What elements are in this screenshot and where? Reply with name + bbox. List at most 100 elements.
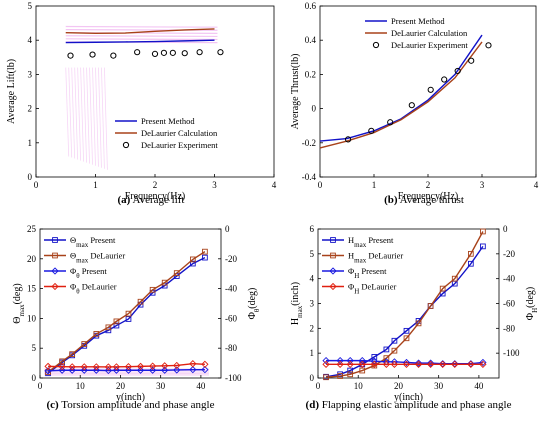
x-tick-label: 20 [116, 381, 126, 391]
data-point [125, 316, 132, 322]
data-point [148, 362, 157, 370]
y-tick-label: -0.2 [302, 138, 316, 148]
data-point [390, 360, 399, 368]
legend-label: ΦH DeLaurier [348, 282, 396, 296]
data-point [92, 366, 100, 374]
data-point [202, 254, 208, 261]
panel-caption: (d) Flapping elastic amplitude and phase… [306, 399, 512, 411]
data-point [104, 366, 113, 375]
data-point [92, 363, 100, 371]
data-point [161, 362, 169, 370]
y-right-tick-label: -40 [503, 274, 515, 284]
y-tick-label: 3 [310, 299, 315, 309]
data-point [105, 324, 112, 331]
data-point [161, 366, 169, 374]
data-point [359, 367, 366, 374]
data-point [336, 360, 344, 368]
y-tick-label: 5 [32, 343, 37, 353]
data-point [346, 356, 354, 365]
y-tick-label: 3 [28, 69, 33, 79]
data-point [69, 351, 76, 358]
band-streak [80, 67, 84, 162]
band-streak [83, 67, 87, 163]
series-line-0 [319, 34, 483, 142]
data-point [104, 363, 113, 371]
y-right-tick-label: -20 [503, 249, 515, 259]
data-point [467, 260, 474, 267]
data-point [68, 363, 76, 371]
x-tick-label: 40 [474, 381, 484, 391]
legend-marker [372, 41, 380, 49]
band-streak [86, 67, 90, 164]
y-tick-label: 2 [28, 104, 33, 114]
data-point [387, 119, 394, 126]
y-tick-label: 1 [310, 348, 315, 358]
data-point [451, 360, 459, 368]
legend-label: Present Method [391, 16, 445, 26]
y-axis-label: Hmax(inch) [290, 282, 304, 325]
y-tick-label: 4 [28, 35, 33, 45]
data-point [189, 366, 197, 374]
data-point [80, 366, 88, 374]
data-point [441, 76, 448, 83]
chart-panel-3: 0 10 20 30 40 0 5 10 15 20 25 -100 -80 -60 -40 -20 0 y(in… [12, 224, 261, 411]
data-point [81, 341, 88, 347]
legend-marker [122, 141, 130, 149]
y-tick-label: -0.4 [302, 172, 317, 182]
x-tick-label: 2 [153, 180, 158, 190]
data-point [161, 279, 168, 286]
band-streak [77, 67, 82, 161]
data-point [110, 52, 117, 59]
x-tick-label: 0 [316, 381, 321, 391]
data-point [344, 136, 352, 143]
data-point [125, 310, 132, 317]
y-right-axis-label: Φθ(deg) [247, 288, 261, 320]
legend-marker [329, 267, 337, 275]
band-streak [92, 67, 96, 166]
legend-label: DeLaurier Experiment [141, 140, 218, 150]
data-point [322, 356, 330, 365]
legend-label: DeLaurier Calculation [141, 128, 218, 138]
x-tick-label: 1 [372, 180, 377, 190]
x-tick-label: 2 [426, 180, 431, 190]
data-point [403, 327, 410, 334]
data-point [112, 366, 121, 374]
legend-marker [51, 267, 59, 275]
band-line [65, 35, 218, 38]
y-axis-label: Average Lift(lb) [6, 59, 17, 124]
y-tick-label: 0 [32, 373, 37, 383]
data-point [124, 366, 133, 374]
data-point [189, 260, 196, 267]
data-point [371, 362, 378, 369]
y-right-tick-label: -100 [225, 373, 242, 383]
band-streak [98, 67, 102, 168]
y-tick-label: 1 [28, 138, 33, 148]
data-point [383, 355, 390, 361]
legend-marker [330, 237, 336, 243]
data-point [124, 363, 133, 371]
band-line [65, 38, 218, 41]
x-tick-label: 10 [354, 381, 364, 391]
data-point [414, 359, 423, 367]
data-point [427, 86, 434, 93]
data-point [451, 275, 458, 282]
panel-caption: (b) Average thrust [384, 194, 464, 206]
x-tick-label: 0 [34, 180, 39, 190]
data-point [368, 127, 375, 134]
x-tick-label: 0 [318, 180, 323, 190]
data-point [151, 50, 159, 57]
legend-label: Φθ DeLaurier [70, 282, 117, 296]
data-point [439, 285, 446, 292]
data-point [173, 361, 181, 370]
y-tick-label: 15 [27, 284, 37, 294]
data-point [113, 322, 120, 329]
band-streak [89, 67, 93, 165]
legend-label: Φθ Present [70, 266, 107, 280]
y-tick-label: 0 [310, 373, 315, 383]
band-line [65, 25, 218, 28]
legend-marker [330, 252, 336, 259]
data-point [402, 358, 411, 367]
y-right-tick-label: -20 [225, 254, 237, 264]
y-right-tick-label: -40 [225, 284, 237, 294]
